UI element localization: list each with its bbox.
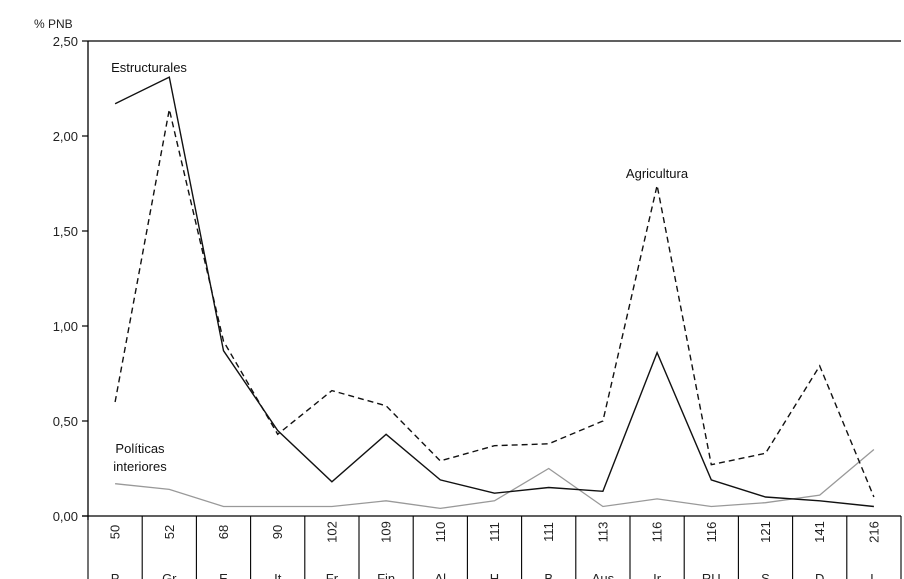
series-annotation: Estructurales: [111, 60, 187, 75]
category-code-label: 111: [541, 522, 556, 542]
y-tick-label: 0,00: [53, 509, 78, 524]
y-tick-label: 2,00: [53, 129, 78, 144]
x-tick-label: Gr: [162, 571, 177, 579]
x-tick-label: RU: [702, 571, 721, 579]
category-code-label: 109: [379, 521, 394, 543]
category-code-label: 116: [704, 522, 719, 543]
series-line-estructurales: [114, 76, 874, 508]
series-line-agricultura: [114, 109, 875, 498]
series-annotation: interiores: [113, 459, 167, 474]
y-tick-label: 1,00: [53, 319, 78, 334]
annotations: Estructurales Agricultura Políticas interio…: [111, 60, 689, 474]
x-tick-label: S: [761, 571, 770, 579]
series-layer: [114, 76, 875, 510]
x-tick-label: B: [544, 571, 553, 579]
category-code-label: 116: [650, 522, 665, 543]
series-line-politicas-interiores: [115, 449, 875, 510]
y-axis-label: % PNB: [34, 17, 73, 31]
series-annotation: Agricultura: [626, 166, 689, 181]
y-tick-label: 2,50: [53, 34, 78, 49]
x-tick-label: H: [490, 571, 499, 579]
x-tick-label: Ir: [653, 571, 662, 579]
x-tick-label: E: [219, 571, 228, 579]
axes: 0,00 0,50 1,00 1,50 2,00 2,50 % PNB 50 52 68 90 102…: [34, 17, 902, 579]
x-tick-label: Aus: [592, 571, 615, 579]
category-code-label: 102: [324, 521, 339, 543]
category-code-label: 90: [270, 525, 285, 539]
category-code-label: 68: [216, 525, 231, 539]
x-tick-label: P: [111, 571, 120, 579]
x-tick-label: Fin: [377, 571, 395, 579]
category-code-label: 110: [433, 522, 448, 543]
category-code-label: 121: [758, 521, 773, 543]
y-tick-label: 0,50: [53, 414, 78, 429]
category-code-label: 50: [108, 525, 123, 539]
category-code-label: 113: [595, 522, 610, 543]
category-code-label: 141: [812, 521, 827, 543]
x-tick-label: It: [274, 571, 282, 579]
x-tick-label: Al: [435, 571, 447, 579]
x-tick-label: Fr: [326, 571, 339, 579]
x-tick-label: D: [815, 571, 824, 579]
category-code-label: 52: [162, 525, 177, 539]
category-code-label: 111: [487, 522, 502, 542]
y-tick-label: 1,50: [53, 224, 78, 239]
category-code-label: 216: [866, 521, 881, 543]
x-tick-label: L: [870, 571, 877, 579]
series-annotation: Políticas: [115, 441, 165, 456]
